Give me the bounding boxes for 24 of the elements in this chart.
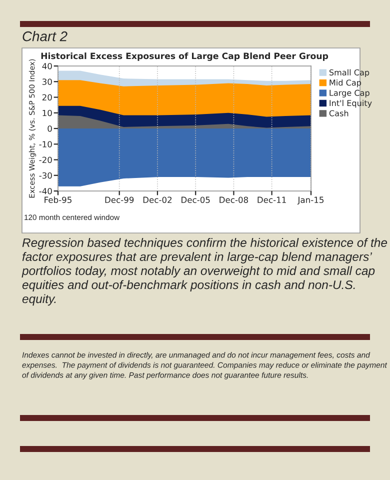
y-tick-label: 0 (48, 125, 52, 132)
x-tick-label: Dec-02 (143, 196, 172, 204)
legend-label: Small Cap (329, 69, 370, 78)
y-tick-label: -30 (39, 172, 52, 179)
y-tick-label: 40 (42, 62, 52, 70)
legend-label: Large Cap (330, 90, 370, 98)
y-tick-label: 10 (42, 110, 52, 116)
legend-label: Int'l Equity (330, 100, 372, 108)
caption: Chart 2 (22, 31, 68, 42)
legend-label: Cash (329, 110, 348, 116)
x-tick-label: Dec-05 (182, 196, 210, 204)
y-tick-label: 30 (42, 78, 52, 85)
y-tick-label: 20 (42, 94, 52, 101)
x-tick-label: Dec-08 (220, 196, 248, 204)
y-tick-label: -40 (39, 188, 52, 194)
y-tick-label: -20 (39, 156, 52, 164)
x-tick-label: Jan-15 (297, 196, 324, 205)
text: Regression based techniques confirm the historical existence of the factor exposures that are prevalent in large-cap blend managers’ portfolios today, most notably an overweight to mid and small cap equities and out-of-benchmark positions in cash and non-U.S. equity. (22, 238, 388, 306)
x-tick-label: Feb-95 (44, 196, 72, 204)
legend-label: Mid Cap (330, 79, 362, 88)
x-tick-label: Dec-11 (258, 196, 286, 204)
chart-title: Historical Excess Exposures of Large Cap Blend Peer Group (41, 52, 328, 61)
y-tick-label: -10 (39, 141, 52, 148)
x-tick-label: Dec-99 (105, 196, 134, 204)
